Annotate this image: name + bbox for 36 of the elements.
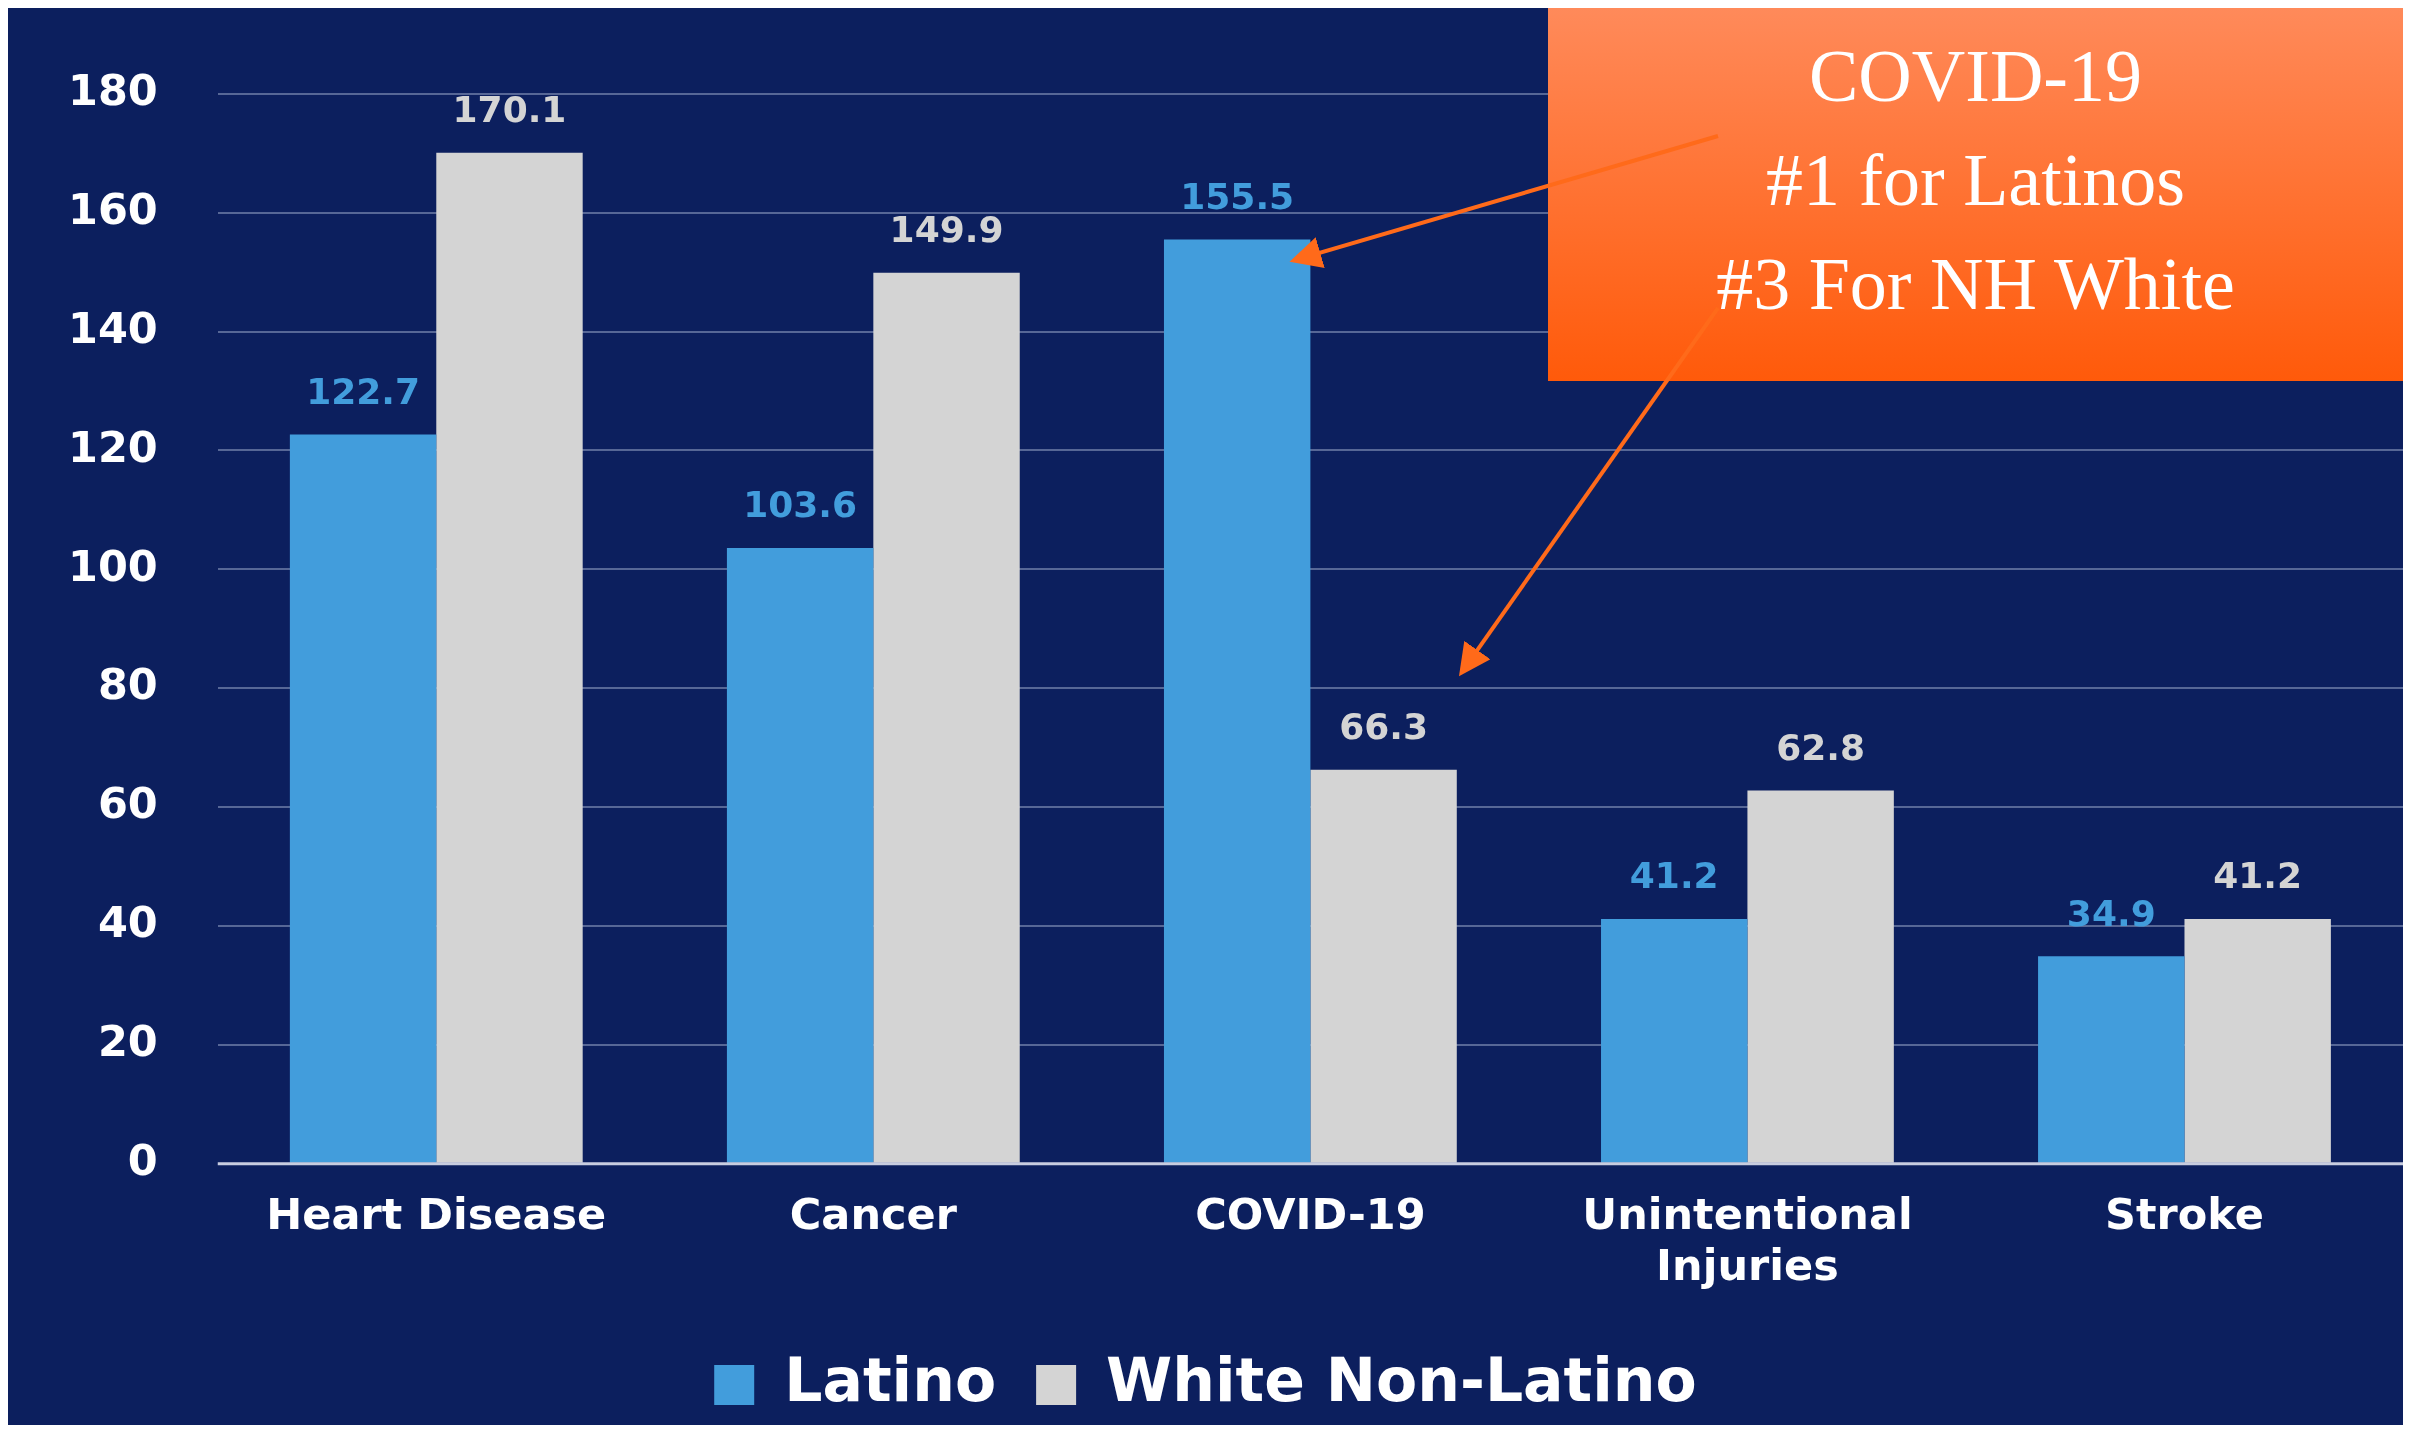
- bar: [1163, 239, 1311, 1163]
- data-label: 155.5: [1180, 175, 1295, 217]
- data-label: 34.9: [2066, 892, 2156, 934]
- legend-label: White Non-Latino: [1106, 1344, 1697, 1415]
- data-label: 149.9: [889, 209, 1004, 251]
- annotation: #1 for Latinos: [1765, 137, 2186, 223]
- y-tick-label: 40: [97, 897, 158, 948]
- x-tick-label: Stroke: [2105, 1188, 2264, 1239]
- data-label: 103.6: [743, 484, 858, 526]
- y-tick-label: 0: [127, 1134, 158, 1185]
- y-tick-label: 140: [67, 302, 158, 353]
- x-tick-label: Unintentional Injuries: [1582, 1188, 1913, 1291]
- y-tick-label: 180: [67, 64, 158, 115]
- bar: [2038, 956, 2185, 1163]
- annotation: COVID-19: [1809, 33, 2142, 119]
- bar: [1601, 918, 1748, 1163]
- annotation: #3 For NH White: [1716, 241, 2235, 327]
- x-tick-label: Cancer: [789, 1188, 958, 1239]
- bar: [289, 434, 437, 1163]
- x-tick-label: COVID-19: [1195, 1188, 1426, 1239]
- data-label: 122.7: [306, 370, 421, 412]
- y-tick-label: 100: [67, 540, 158, 591]
- data-label: 41.2: [1629, 855, 1719, 897]
- callout-box: COVID-19 #1 for Latinos #3 For NH White: [1548, 8, 2403, 381]
- data-label: 41.2: [2213, 855, 2303, 897]
- data-label: 170.1: [452, 89, 567, 131]
- x-tick-label: Heart Disease: [266, 1188, 607, 1239]
- y-tick-label: 60: [97, 778, 158, 829]
- data-label: 62.8: [1776, 726, 1866, 768]
- y-tick-label: 20: [97, 1016, 158, 1067]
- data-label: 66.3: [1339, 706, 1428, 748]
- y-tick-label: 160: [67, 183, 158, 234]
- legend-label: Latino: [784, 1344, 997, 1415]
- y-tick-label: 80: [97, 659, 158, 710]
- y-tick-label: 120: [67, 421, 158, 472]
- bar: [726, 547, 874, 1163]
